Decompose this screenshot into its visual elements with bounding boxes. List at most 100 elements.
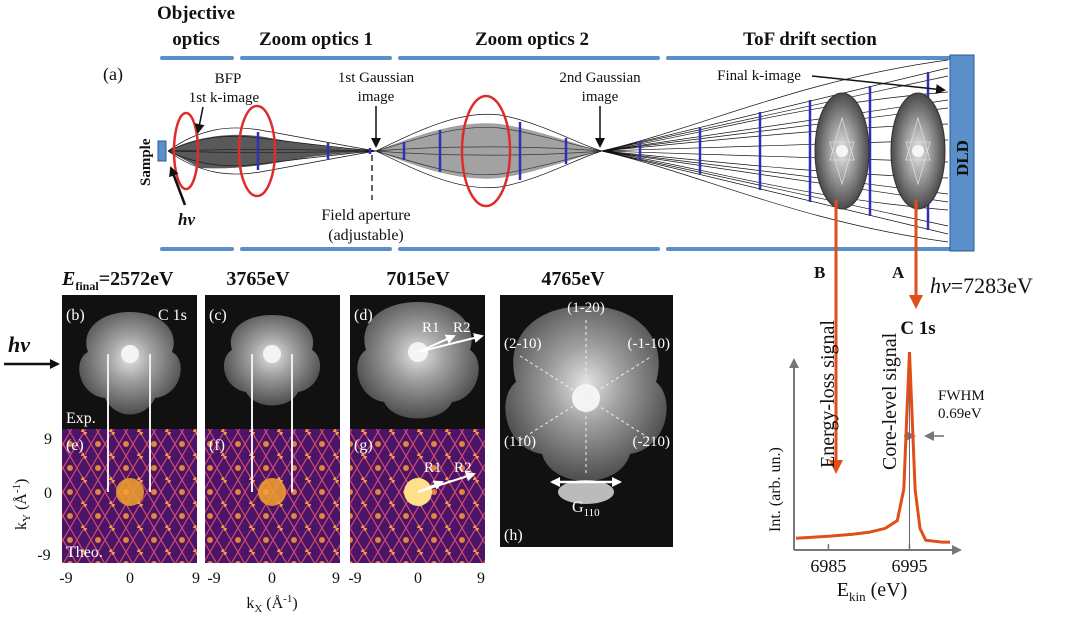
kx-tick-f-0: -9 <box>207 570 220 587</box>
spec-xtick-0: 6985 <box>810 556 846 576</box>
panel-e: (e) Theo. <box>62 429 197 563</box>
panel-f: (f) <box>205 429 340 563</box>
panel-label-h: (h) <box>504 527 523 544</box>
svg-text:Efinal=2572eV: Efinal=2572eV <box>61 268 174 293</box>
efinal-symbol: E <box>61 268 75 290</box>
hv-side-label: hν <box>8 332 30 357</box>
kx-tick-g-2: 9 <box>477 570 485 587</box>
kx-label: k <box>246 595 254 612</box>
label-g1-1: 1st Gaussian <box>338 70 415 86</box>
kx-tick-g-0: -9 <box>348 570 361 587</box>
panel-c: (c) <box>205 295 340 490</box>
kx-sup: -1 <box>283 593 292 605</box>
label-hv-a: hν <box>178 210 195 229</box>
section-bars-bottom <box>160 247 952 251</box>
h-label-left: (2-10) <box>504 336 542 352</box>
panel-label-c: (c) <box>209 307 227 324</box>
spec-ylabel: Int. (arb. un.) <box>767 447 784 532</box>
spec-xtick-1: 6995 <box>891 556 927 576</box>
header-zoom1: Zoom optics 1 <box>259 29 373 50</box>
label-first-k: 1st k-image <box>189 90 260 106</box>
lens-rings <box>172 94 512 208</box>
panel-g: (g) R1 R2 <box>350 429 485 563</box>
dld-label: DLD <box>953 140 972 176</box>
label-aperture-2: (adjustable) <box>328 227 404 244</box>
header-zoom2: Zoom optics 2 <box>475 29 589 50</box>
ky-sub: Y <box>21 514 33 522</box>
efinal-sub: final <box>75 279 99 293</box>
beam-core-2 <box>376 123 602 179</box>
r2-label-g: R2 <box>454 460 472 476</box>
kx-tick-e-2: 9 <box>192 570 200 587</box>
svg-text:G110: G110 <box>572 499 600 519</box>
spectrum-curve <box>795 351 950 544</box>
energy-loss-label: Energy-loss signal <box>817 320 839 468</box>
spec-line-label: C 1s <box>900 318 935 339</box>
kx-tick-e-1: 0 <box>126 570 134 587</box>
ky-label: k <box>13 522 30 530</box>
ky-tick-2: -9 <box>37 547 50 564</box>
pointer-arrows <box>169 75 946 206</box>
hv-value: =7283eV <box>951 273 1033 298</box>
panel-label-a: (a) <box>103 64 123 85</box>
spectrum: hν=7283eV C 1s Energy-loss signal Core-l… <box>767 273 1033 604</box>
svg-text:kY (Å-1): kY (Å-1) <box>11 479 33 530</box>
kx-close: ) <box>292 595 297 612</box>
kx-tick-g-1: 0 <box>414 570 422 587</box>
label-g2-1: 2nd Gaussian <box>559 70 641 86</box>
core-level-label: Core-level signal <box>879 332 901 470</box>
label-final-k: Final k-image <box>717 68 801 84</box>
header-objective-1: Objective <box>157 3 235 24</box>
energy-2: 3765eV <box>226 268 290 290</box>
spec-xlabel: E <box>837 579 849 601</box>
h-label-top: (1-20) <box>567 300 605 316</box>
ky-axis: kY (Å-1) 9 0 -9 <box>11 431 52 564</box>
r1-label-d: R1 <box>422 320 440 336</box>
g-sub: 110 <box>584 507 601 519</box>
dld-detector <box>949 54 975 252</box>
panel-label-e: (e) <box>66 437 84 454</box>
k-image-1 <box>814 92 870 210</box>
exp-tag: Exp. <box>66 410 96 427</box>
g-label: G <box>572 499 584 516</box>
header-objective-2: optics <box>172 29 220 50</box>
svg-text:Ekin (eV): Ekin (eV) <box>837 579 907 604</box>
panel-label-f: (f) <box>209 437 225 454</box>
header-tof: ToF drift section <box>743 29 877 50</box>
panel-h: (1-20) (2-10) (-1-10) (110) (-210) (h) G… <box>500 295 673 547</box>
sample-block <box>157 140 167 162</box>
panel-b: (b) C 1s Exp. <box>62 295 197 490</box>
label-bfp: BFP <box>215 71 242 87</box>
ky-tick-0: 9 <box>44 431 52 448</box>
kx-sub: X <box>254 603 262 615</box>
r1-label-g: R1 <box>424 460 442 476</box>
kx-tick-f-2: 9 <box>332 570 340 587</box>
panel-label-d: (d) <box>354 307 373 324</box>
k-image-2 <box>890 92 946 210</box>
ky-close: ) <box>13 479 30 484</box>
red-arrows <box>829 200 923 474</box>
ky-tick-1: 0 <box>44 485 52 502</box>
svg-text:hν=7283eV: hν=7283eV <box>930 273 1033 298</box>
panel-label-b: (b) <box>66 307 85 324</box>
c1s-tag: C 1s <box>158 307 187 324</box>
panel-d: (d) R1 R2 <box>350 295 485 429</box>
fwhm-label: FWHM <box>938 388 985 404</box>
svg-text:kX (Å-1): kX (Å-1) <box>246 593 297 615</box>
beam-core-1 <box>168 134 376 169</box>
h-label-right: (-1-10) <box>628 336 670 352</box>
panel-label-g: (g) <box>354 437 373 454</box>
r2-label-d: R2 <box>453 320 471 336</box>
ky-sup: -1 <box>11 484 23 493</box>
kx-unit: (Å <box>262 594 283 612</box>
section-bars-top <box>160 56 952 60</box>
arrow-label-a: A <box>892 263 905 282</box>
energy-1: =2572eV <box>99 268 174 290</box>
sample-label: Sample <box>138 138 154 186</box>
h-label-br: (-210) <box>633 434 671 450</box>
h-label-bl: (110) <box>504 434 536 450</box>
label-g1-2: image <box>358 89 395 105</box>
energy-4: 4765eV <box>541 268 605 290</box>
fwhm-value: 0.69eV <box>938 406 982 422</box>
